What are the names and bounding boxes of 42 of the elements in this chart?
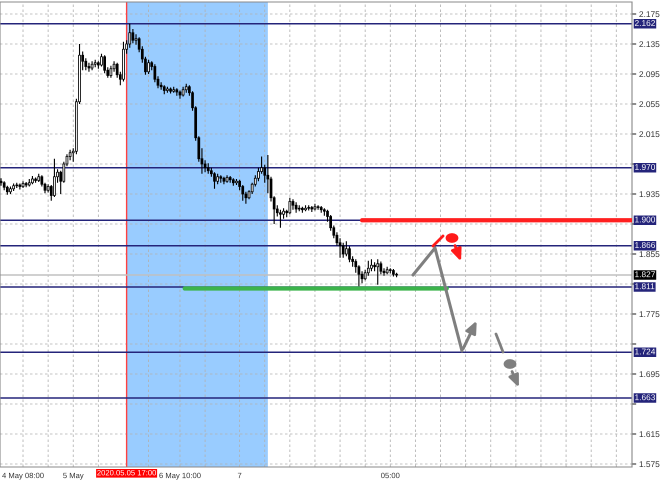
candlestick <box>366 260 370 276</box>
ref-line-label: 2.162 <box>634 20 655 26</box>
y-tick-label: 1.935 <box>640 191 660 198</box>
candlestick <box>342 242 345 258</box>
y-tick-label: 1.615 <box>640 431 660 438</box>
candlestick <box>132 28 134 44</box>
y-tick-label: 1.695 <box>640 371 660 378</box>
candlestick <box>182 86 184 98</box>
candlestick <box>292 198 294 210</box>
candlestick <box>103 54 106 74</box>
candlestick <box>53 158 56 198</box>
y-tick-label: 2.175 <box>639 11 660 18</box>
ref-line-label: 1.811 <box>635 283 654 290</box>
candlestick <box>147 59 150 75</box>
y-tick-label: 1.775 <box>640 311 660 318</box>
candlestick <box>370 258 373 272</box>
ref-line-label: 1.663 <box>635 394 656 400</box>
ref-line-label: 1.970 <box>635 164 656 170</box>
y-tick-label: 1.855 <box>640 251 660 258</box>
y-tick-label: 2.135 <box>639 41 660 48</box>
y-tick-label: 2.055 <box>639 101 660 108</box>
candlestick <box>279 209 282 228</box>
candlestick <box>216 173 220 185</box>
candlestick <box>388 268 392 274</box>
candlestick <box>100 53 103 68</box>
ref-line-label: 1.866 <box>635 242 656 248</box>
ref-line-label: 1.900 <box>635 216 656 222</box>
candlestick <box>376 258 380 286</box>
candlestick <box>294 202 298 214</box>
ref-line-label: 1.827 <box>635 271 655 278</box>
candlestick <box>15 182 18 189</box>
candlestick <box>110 65 112 78</box>
candlestick <box>206 162 210 174</box>
y-tick-label: 2.015 <box>639 131 660 138</box>
candlestick <box>298 204 301 212</box>
candlestick <box>134 34 138 46</box>
candlestick <box>213 172 216 190</box>
ref-line-label: 1.724 <box>635 348 656 354</box>
y-tick-label: 2.095 <box>639 71 660 78</box>
y-tick-label: 1.575 <box>640 461 660 468</box>
candlestick <box>344 240 348 257</box>
candlestick <box>288 197 292 215</box>
